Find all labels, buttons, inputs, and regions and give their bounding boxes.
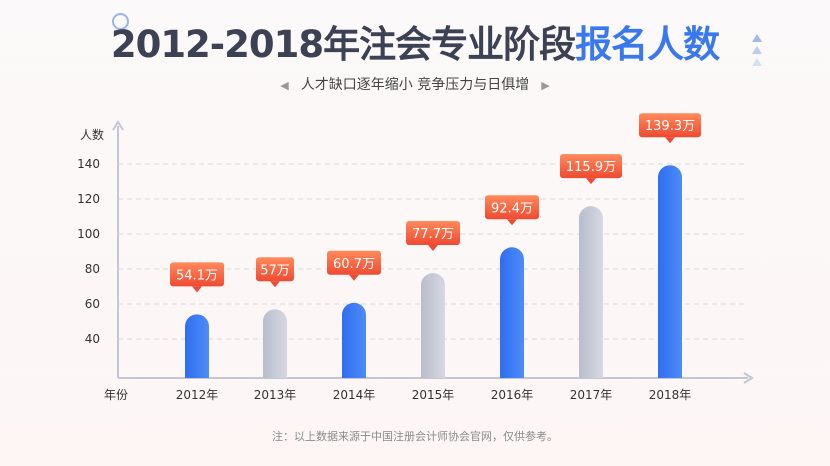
data-label: 92.4万 [491, 201, 533, 216]
y-tick-label: 60 [85, 297, 100, 311]
data-label-box [406, 221, 460, 246]
data-label: 57万 [260, 263, 290, 278]
y-tick-label: 100 [77, 227, 100, 241]
data-label-pointer [192, 286, 202, 293]
subtitle: ◀ 人才缺口逐年缩小 竞争压力与日俱增 ▶ [0, 74, 830, 94]
decor-triangle-icon [752, 58, 762, 66]
decor-triangle-icon [752, 34, 762, 42]
bar [263, 309, 287, 378]
y-axis-label: 人数 [80, 127, 104, 142]
y-tick-label: 40 [85, 332, 100, 346]
footnote: 注：以上数据来源于中国注册会计师协会官网，仅供参考。 [272, 430, 558, 443]
y-tick-label: 80 [85, 262, 100, 276]
data-label-box [485, 195, 539, 220]
x-tick-label: 2016年 [491, 388, 534, 402]
data-label-pointer [665, 137, 675, 144]
x-axis-arrow-icon [743, 372, 754, 384]
data-label: 60.7万 [333, 257, 375, 272]
x-tick-label: 2018年 [649, 388, 692, 402]
data-label-box [327, 250, 381, 275]
data-label-pointer [349, 274, 359, 281]
arrow-right-icon: ▶ [541, 79, 550, 92]
x-tick-label: 2012年 [176, 388, 219, 402]
bar [658, 165, 682, 378]
y-tick-label: 120 [77, 192, 100, 206]
bar [421, 273, 446, 378]
data-label-box [639, 113, 701, 138]
data-label-box [560, 154, 622, 179]
x-tick-label: 2017年 [570, 388, 613, 402]
decor-circle-icon [112, 13, 129, 30]
bar [342, 302, 366, 378]
bar [185, 314, 209, 378]
data-label-box [170, 262, 224, 287]
bar [500, 247, 524, 378]
decor-triangle-icon [752, 46, 762, 54]
x-axis-label: 年份 [104, 388, 128, 402]
data-label-pointer [270, 281, 280, 288]
x-tick-label: 2013年 [254, 388, 297, 402]
title-main: 2012-2018年注会专业阶段 [110, 23, 576, 66]
arrow-left-icon: ◀ [280, 79, 289, 92]
page-title: 2012-2018年注会专业阶段报名人数 [0, 14, 830, 68]
data-label-pointer [428, 245, 438, 252]
x-tick-label: 2015年 [412, 388, 455, 402]
title-highlight: 报名人数 [575, 23, 720, 66]
data-label: 139.3万 [645, 119, 695, 134]
data-label: 77.7万 [412, 227, 454, 242]
data-label-pointer [507, 219, 517, 226]
data-label: 115.9万 [566, 160, 616, 175]
y-tick-label: 140 [77, 157, 100, 171]
bar [579, 206, 603, 378]
data-label: 54.1万 [176, 268, 218, 283]
data-label-box [256, 257, 294, 282]
subtitle-text: 人才缺口逐年缩小 竞争压力与日俱增 [300, 77, 530, 93]
x-tick-label: 2014年 [333, 388, 376, 402]
data-label-pointer [586, 178, 596, 185]
y-axis-arrow-icon [112, 120, 124, 131]
